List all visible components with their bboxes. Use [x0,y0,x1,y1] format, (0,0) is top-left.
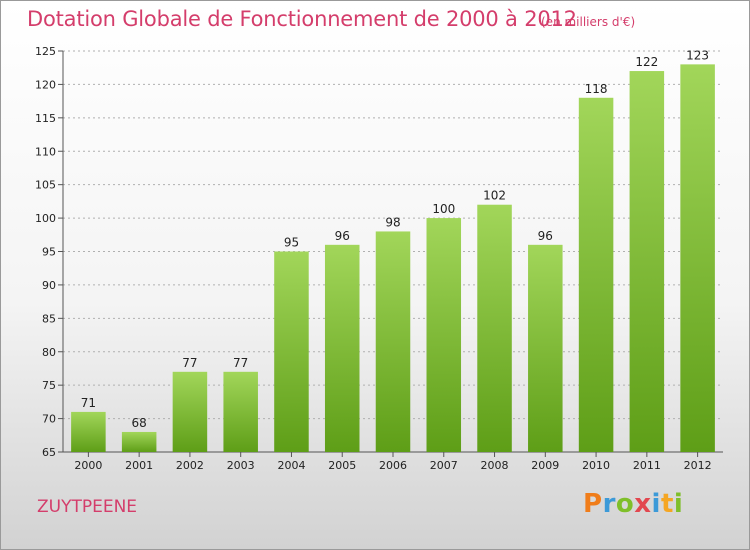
bar-2004 [274,251,309,452]
bar-2001 [121,431,157,452]
y-tick-label: 85 [42,312,56,325]
x-tick-label-2008: 2008 [481,459,509,472]
bar-2010 [578,97,614,453]
chart-unit-subtitle: (en milliers d'€) [541,15,636,29]
y-tick-label: 125 [35,45,56,58]
bar-2012 [680,64,715,452]
x-tick-label-2004: 2004 [277,459,305,472]
data-label-2007: 100 [432,202,455,216]
x-tick-label-2009: 2009 [531,459,559,472]
data-label-2000: 71 [81,396,96,410]
y-tick-label: 80 [42,346,56,359]
x-tick-label-2003: 2003 [227,459,255,472]
data-label-2004: 95 [284,236,299,250]
bar-2003 [223,371,258,452]
bar-2002 [172,371,208,452]
y-tick-label: 75 [42,379,56,392]
data-label-2003: 77 [233,356,248,370]
data-label-2006: 98 [385,215,400,229]
x-tick-label-2006: 2006 [379,459,407,472]
y-tick-label: 120 [35,78,56,91]
x-tick-label-2002: 2002 [176,459,204,472]
data-label-2002: 77 [182,356,197,370]
data-label-2005: 96 [335,229,350,243]
bar-2008 [477,204,512,452]
bar-2000 [71,411,106,452]
y-tick-label: 95 [42,246,56,259]
data-label-2010: 118 [585,82,608,96]
axes: 65 70 75 80 85 90 95 100 105 110 115 120 125 2000 2001… [35,45,723,472]
y-tick-label: 115 [35,112,56,125]
bar-2005 [324,244,360,452]
data-labels: 71 68 77 77 95 96 98 100 102 96 118 122 123 [81,48,709,430]
y-tick-label: 110 [35,145,56,158]
x-tick-label-2010: 2010 [582,459,610,472]
x-tick-label-2012: 2012 [684,459,712,472]
logo-letter: o [615,489,635,519]
proxiti-logo[interactable]: Proxiti [583,489,683,519]
bar-2006 [375,231,411,452]
logo-letter: i [651,489,661,519]
x-tick-label-2007: 2007 [430,459,458,472]
logo-letter: P [583,489,603,519]
x-tick-label-2000: 2000 [74,459,102,472]
commune-name: ZUYTPEENE [37,497,138,517]
data-label-2011: 122 [635,55,658,69]
y-tick-label: 90 [42,279,56,292]
y-tick-label: 105 [35,179,56,192]
bar-2007 [426,218,462,452]
data-label-2008: 102 [483,189,506,203]
y-tick-label: 100 [35,212,56,225]
y-tick-label: 65 [42,446,56,459]
x-tick-label-2011: 2011 [633,459,661,472]
logo-letter: x [634,489,652,519]
bars [71,64,715,453]
y-tick-label: 70 [42,413,56,426]
x-tick-label-2005: 2005 [328,459,356,472]
bar-2011 [629,71,665,453]
logo-letter: i [673,489,684,519]
chart-title: Dotation Globale de Fonctionnement de 20… [27,7,577,31]
bar-2009 [528,244,563,452]
data-label-2012: 123 [686,48,709,62]
logo-letter: t [660,489,674,519]
data-label-2001: 68 [132,416,147,430]
x-tick-label-2001: 2001 [125,459,153,472]
logo-letter: r [602,489,616,519]
data-label-2009: 96 [538,229,553,243]
